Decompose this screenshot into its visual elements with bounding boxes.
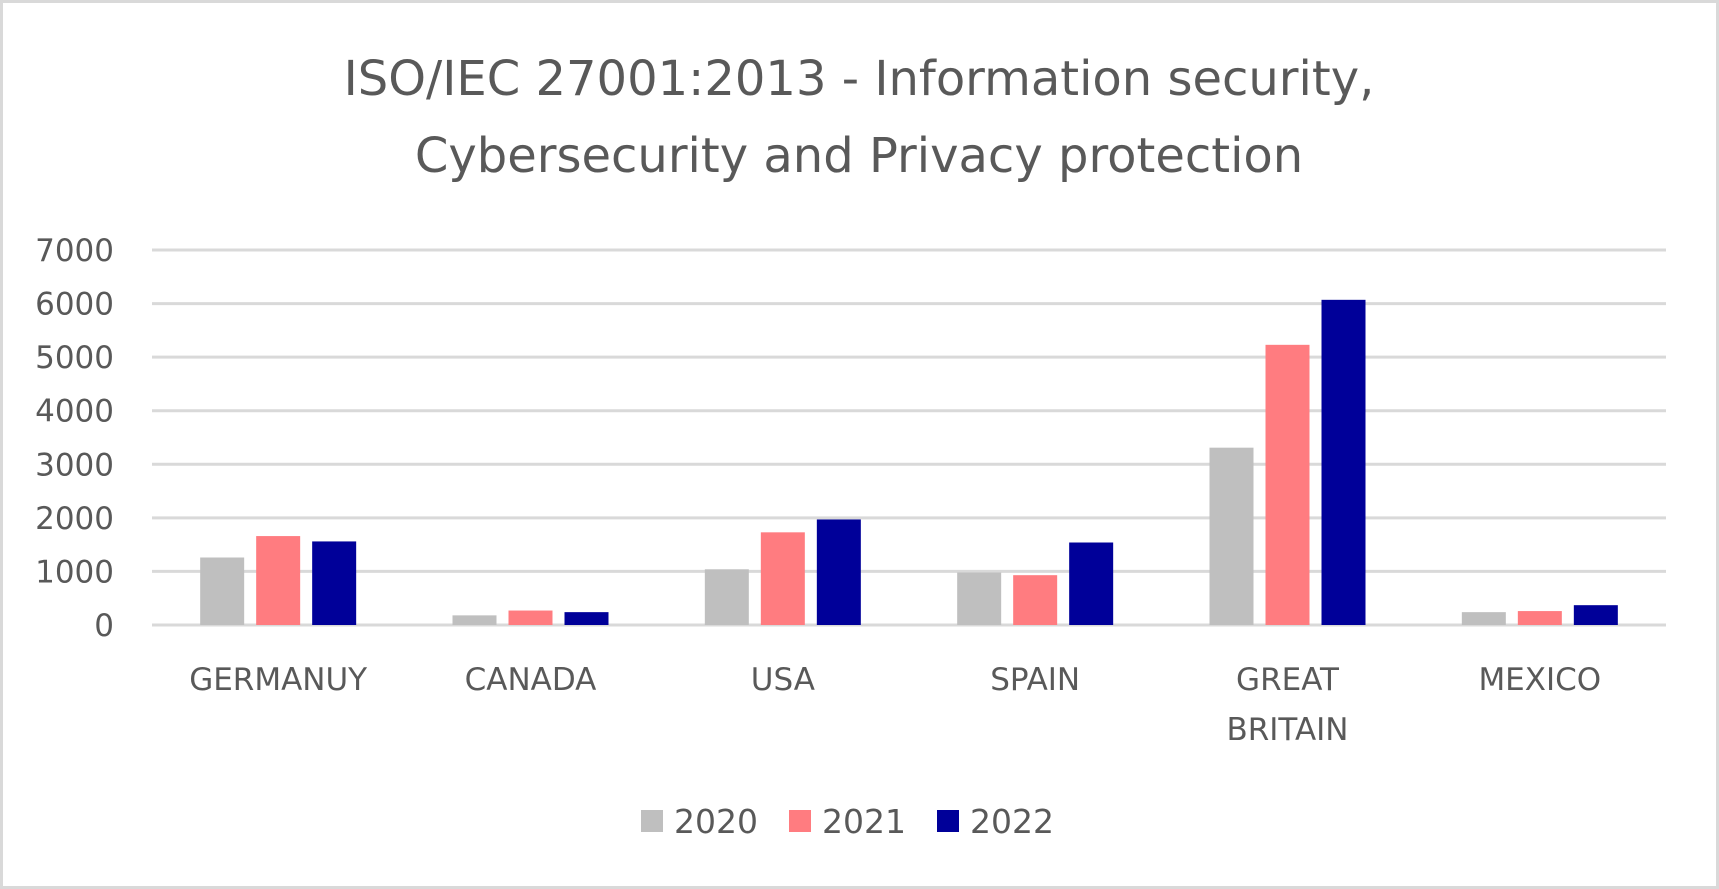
y-tick-label: 4000 (35, 394, 114, 430)
bar-2020-great-britain (1209, 447, 1254, 625)
x-category-label: CANADA (465, 662, 597, 698)
bar-2021-canada (508, 610, 553, 625)
legend-swatch-2021 (789, 810, 811, 832)
bar-2020-spain (957, 572, 1002, 625)
bar-2020-mexico (1461, 612, 1506, 625)
bar-2021-mexico (1517, 611, 1562, 625)
legend-swatch-2022 (937, 810, 959, 832)
y-tick-label: 2000 (35, 501, 114, 537)
bar-2021-great-britain (1265, 344, 1310, 625)
legend-label-2020: 2020 (674, 802, 758, 841)
bar-2020-canada (452, 615, 497, 625)
chart-title: ISO/IEC 27001:2013 - Information securit… (344, 51, 1375, 184)
x-axis-categories: GERMANUY CANADA USA SPAIN GREAT BRITAIN MEXICO (189, 662, 1601, 748)
x-category-label: SPAIN (990, 662, 1080, 698)
bar-2022-germanuy (312, 541, 357, 625)
bar-2022-canada (564, 612, 609, 625)
bar-2022-great-britain (1321, 299, 1366, 625)
bar-2021-germanuy (256, 536, 301, 625)
legend-label-2021: 2021 (822, 802, 906, 841)
chart-title-line-2: Cybersecurity and Privacy protection (415, 128, 1303, 184)
y-tick-label: 7000 (35, 233, 114, 269)
legend-label-2022: 2022 (970, 802, 1054, 841)
bar-2022-spain (1069, 542, 1114, 625)
gridlines (152, 248, 1666, 627)
bar-2021-spain (1013, 575, 1058, 625)
legend-swatch-2020 (641, 810, 663, 832)
bar-2021-usa (760, 532, 805, 625)
y-tick-label: 0 (94, 608, 114, 644)
y-tick-label: 6000 (35, 287, 114, 323)
y-tick-label: 1000 (35, 554, 114, 590)
y-tick-label: 5000 (35, 340, 114, 376)
y-axis-ticks: 0 1000 2000 3000 4000 5000 6000 7000 (35, 233, 114, 644)
y-tick-label: 3000 (35, 447, 114, 483)
bar-2020-usa (704, 569, 749, 625)
x-category-label: MEXICO (1478, 662, 1601, 698)
bar-2022-mexico (1573, 605, 1618, 625)
x-category-label: GERMANUY (189, 662, 367, 698)
chart-title-line-1: ISO/IEC 27001:2013 - Information securit… (344, 51, 1375, 107)
bar-2022-usa (816, 519, 861, 625)
x-category-label: GREAT (1236, 662, 1340, 698)
bars (200, 299, 1618, 625)
legend: 2020 2021 2022 (641, 802, 1054, 841)
x-category-label: BRITAIN (1226, 712, 1348, 748)
x-category-label: USA (751, 662, 815, 698)
bar-2020-germanuy (200, 557, 245, 625)
